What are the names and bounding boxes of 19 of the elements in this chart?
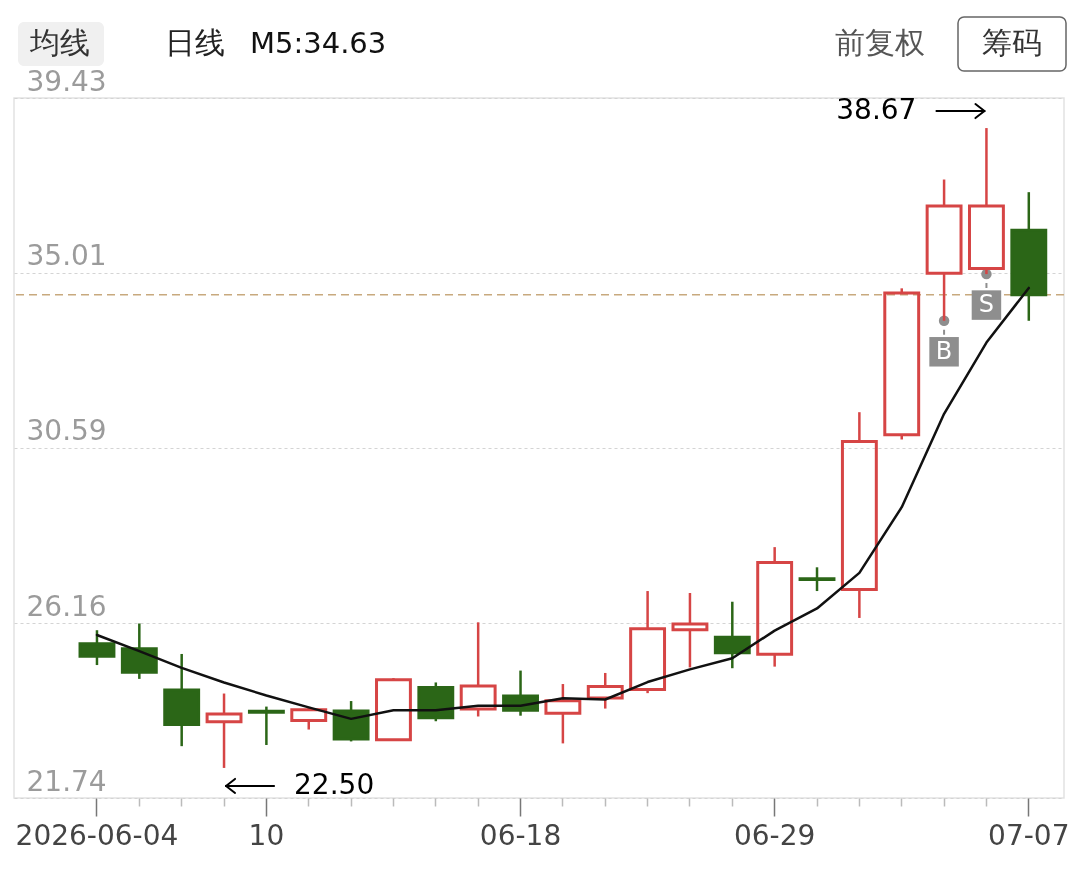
y-tick-label: 30.59 (26, 414, 107, 448)
text: 前复权 (835, 25, 925, 60)
text: 日线 (165, 25, 225, 60)
y-tick-label: 35.01 (26, 239, 107, 273)
x-tick-label: 06-29 (733, 818, 816, 852)
annotation: B (935, 336, 953, 365)
x-tick-label: 07-07 (988, 818, 1070, 852)
annotation: 22.50 (294, 767, 375, 801)
y-tick-label: 39.43 (26, 64, 107, 98)
x-tick-label: 2026-06-04 (15, 818, 179, 852)
y-tick-label: 26.16 (26, 589, 107, 623)
annotation: S (978, 290, 995, 319)
x-tick-label: 10 (248, 818, 285, 852)
x-tick-label: 06-18 (479, 818, 562, 852)
y-tick-label: 21.74 (26, 764, 107, 798)
annotation: 38.67 (836, 93, 917, 127)
text: 均线 (29, 25, 90, 60)
text: 筹码 (982, 25, 1042, 60)
text: M5:34.63 (250, 26, 387, 60)
